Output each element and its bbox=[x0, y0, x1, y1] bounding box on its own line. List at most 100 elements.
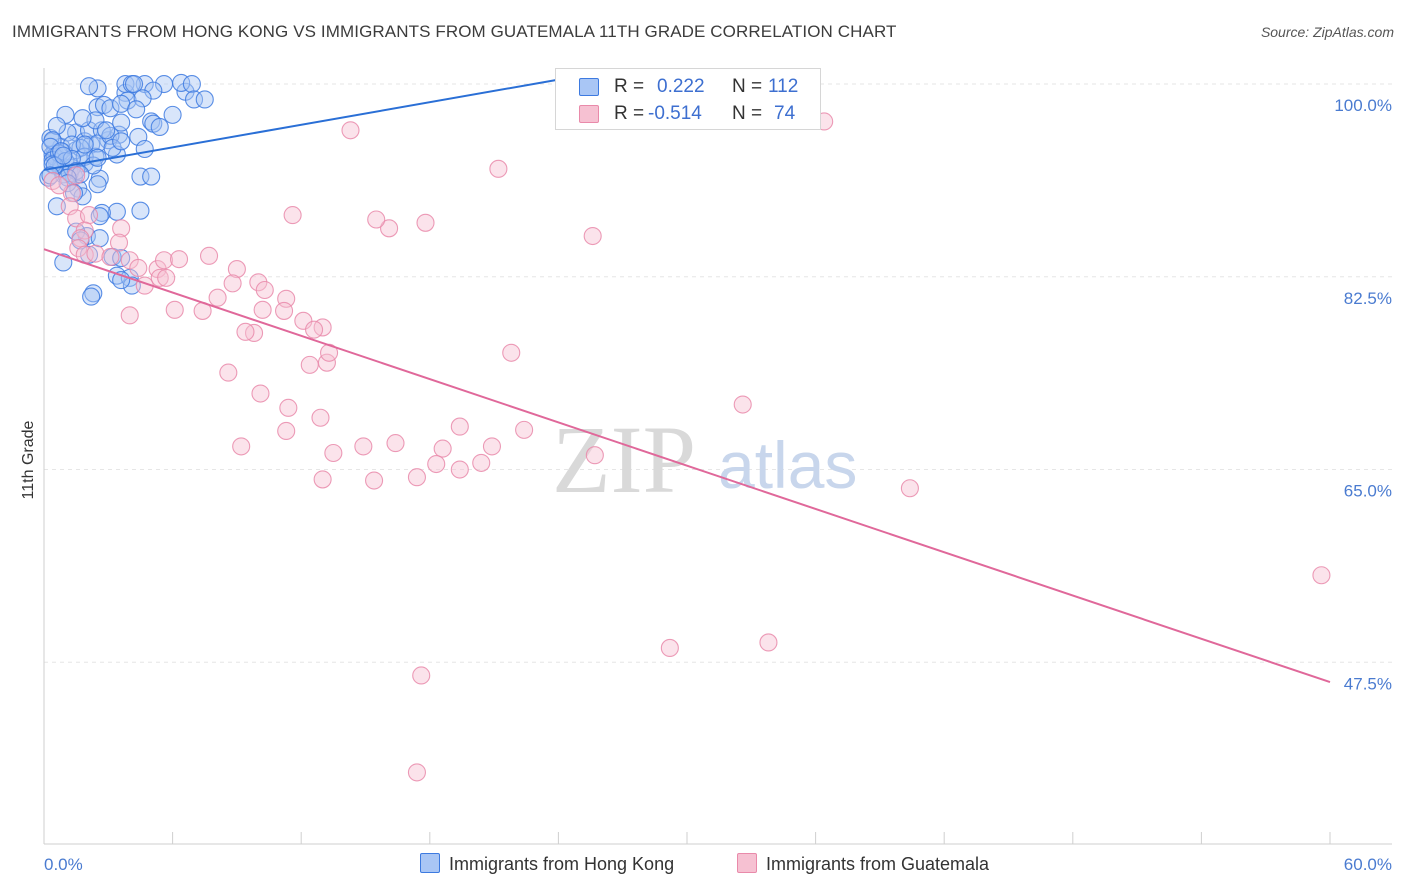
guatemala-point bbox=[380, 219, 399, 238]
y-tick-label: 47.5% bbox=[1344, 674, 1392, 693]
hong-kong-point bbox=[133, 89, 152, 108]
hong-kong-point bbox=[184, 90, 204, 109]
guatemala-point bbox=[86, 244, 105, 263]
guatemala-point bbox=[294, 311, 313, 330]
source-credit: Source: ZipAtlas.com bbox=[1260, 24, 1394, 40]
legend-r-label: R = bbox=[614, 76, 645, 97]
guatemala-point bbox=[227, 260, 246, 279]
guatemala-point bbox=[253, 300, 272, 319]
hong-kong-point bbox=[107, 202, 126, 221]
hong-kong-point bbox=[54, 146, 73, 165]
guatemala-point bbox=[407, 468, 426, 487]
guatemala-point bbox=[365, 471, 384, 490]
guatemala-point bbox=[482, 437, 502, 456]
guatemala-point bbox=[255, 280, 274, 300]
hong-kong-point bbox=[90, 229, 109, 248]
guatemala-point bbox=[427, 454, 446, 474]
hong-kong-point bbox=[88, 175, 107, 194]
hong-kong-point bbox=[124, 74, 144, 94]
legend-swatch-blue bbox=[420, 853, 440, 873]
x-tick-label-max: 60.0% bbox=[1344, 855, 1392, 874]
watermark-atlas: atlas bbox=[718, 428, 857, 502]
hong-kong-point bbox=[135, 139, 154, 159]
hong-kong-point bbox=[122, 276, 141, 295]
guatemala-point bbox=[283, 206, 302, 225]
chart-title: IMMIGRANTS FROM HONG KONG VS IMMIGRANTS … bbox=[12, 22, 897, 41]
guatemala-point bbox=[450, 460, 469, 479]
hong-kong-point bbox=[163, 105, 182, 124]
hong-kong-point bbox=[58, 123, 77, 142]
guatemala-point bbox=[354, 437, 373, 456]
data-points bbox=[39, 73, 1331, 782]
hong-kong-point bbox=[195, 90, 214, 109]
watermark-zip: ZIP bbox=[552, 406, 696, 513]
guatemala-point bbox=[416, 213, 435, 232]
hong-kong-point bbox=[84, 284, 103, 303]
guatemala-point bbox=[279, 398, 298, 417]
hong-kong-point bbox=[79, 77, 99, 96]
legend-swatch-pink bbox=[579, 105, 599, 123]
legend-item-hong-kong: Immigrants from Hong Kong bbox=[420, 853, 674, 875]
hong-kong-point bbox=[82, 287, 101, 306]
correlation-legend: R = 0.222 N = 112 R = -0.514 N = 74 bbox=[555, 68, 821, 130]
guatemala-point bbox=[223, 274, 242, 293]
legend-r-value: -0.514 bbox=[648, 103, 702, 124]
hong-kong-point bbox=[131, 167, 150, 186]
hong-kong-trend-line bbox=[43, 78, 559, 171]
legend-swatch-blue bbox=[579, 78, 599, 96]
guatemala-point bbox=[199, 246, 219, 265]
guatemala-point bbox=[759, 633, 778, 652]
guatemala-point bbox=[277, 421, 296, 441]
legend-label-guatemala: Immigrants from Guatemala bbox=[766, 854, 990, 874]
guatemala-point bbox=[313, 470, 332, 489]
guatemala-point bbox=[733, 395, 752, 414]
guatemala-point bbox=[157, 268, 176, 287]
guatemala-point bbox=[386, 434, 405, 453]
hong-kong-point bbox=[88, 148, 107, 167]
guatemala-point bbox=[660, 638, 679, 657]
guatemala-point bbox=[324, 443, 343, 463]
guatemala-point bbox=[129, 258, 148, 278]
guatemala-point bbox=[407, 763, 426, 782]
hong-kong-point bbox=[127, 100, 146, 119]
legend-n-value: 74 bbox=[774, 103, 796, 124]
legend-label-hong-kong: Immigrants from Hong Kong bbox=[449, 854, 675, 874]
guatemala-point bbox=[502, 343, 521, 362]
grid-lines bbox=[44, 83, 1392, 663]
y-tick-label: 100.0% bbox=[1334, 96, 1392, 115]
legend-n-label: N = bbox=[732, 103, 763, 124]
legend-row-hong-kong: R = 0.222 N = 112 bbox=[556, 74, 820, 100]
guatemala-point bbox=[583, 226, 602, 246]
guatemala-point bbox=[275, 301, 294, 320]
hong-kong-point bbox=[182, 74, 201, 94]
guatemala-point bbox=[305, 320, 324, 339]
guatemala-point bbox=[109, 233, 129, 252]
guatemala-point bbox=[311, 408, 330, 427]
hong-kong-point bbox=[142, 112, 161, 131]
guatemala-point bbox=[165, 300, 184, 319]
hong-kong-point bbox=[112, 132, 131, 151]
guatemala-point bbox=[489, 159, 508, 178]
hong-kong-point bbox=[47, 197, 66, 216]
guatemala-point bbox=[367, 210, 386, 229]
guatemala-point bbox=[69, 239, 88, 258]
y-tick-label: 65.0% bbox=[1344, 482, 1392, 501]
guatemala-point bbox=[120, 306, 139, 325]
guatemala-point bbox=[219, 363, 238, 382]
y-tick-label: 82.5% bbox=[1344, 289, 1392, 308]
guatemala-point bbox=[300, 355, 319, 374]
watermark: ZIP atlas bbox=[552, 406, 857, 513]
guatemala-point bbox=[112, 219, 131, 238]
guatemala-point bbox=[585, 446, 604, 465]
guatemala-point bbox=[433, 439, 452, 458]
trend-lines bbox=[43, 78, 1331, 684]
axes bbox=[43, 68, 1392, 845]
guatemala-point bbox=[515, 420, 534, 439]
guatemala-point bbox=[79, 206, 99, 225]
legend-r-label: R = bbox=[614, 103, 645, 124]
guatemala-point bbox=[1312, 566, 1331, 585]
guatemala-point bbox=[208, 288, 227, 307]
guatemala-point bbox=[49, 176, 69, 195]
legend-n-value: 112 bbox=[768, 76, 799, 97]
legend-item-guatemala: Immigrants from Guatemala bbox=[737, 853, 989, 875]
